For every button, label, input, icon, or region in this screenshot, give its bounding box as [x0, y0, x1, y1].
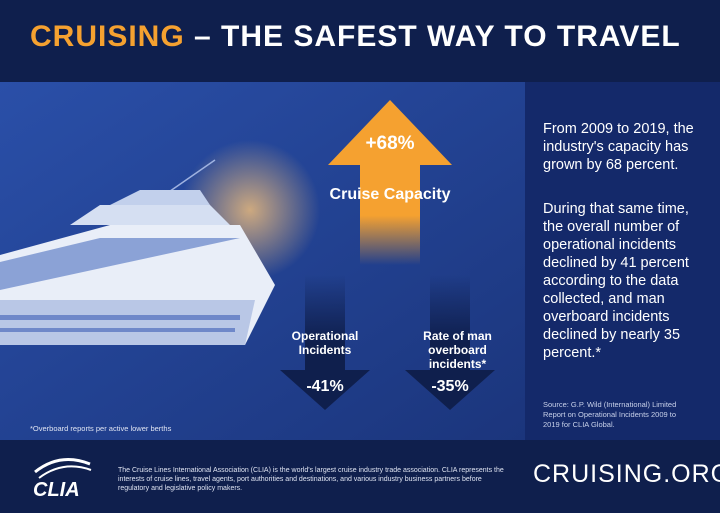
- title: CRUISING – THE SAFEST WAY TO TRAVEL: [30, 20, 681, 54]
- logo: CLIA: [33, 458, 92, 501]
- operational-value: -41%: [306, 378, 344, 395]
- ship: [0, 159, 275, 345]
- website: CRUISING.ORG: [533, 460, 720, 488]
- arrow-down-left: [280, 275, 370, 410]
- capacity-label: Cruise Capacity: [329, 186, 451, 203]
- side-background: [525, 82, 720, 440]
- capacity-value: +68%: [365, 133, 415, 154]
- arrow-up: [328, 100, 452, 265]
- overboard-value: -35%: [431, 378, 469, 395]
- paragraph: From 2009 to 2019, the industry's capaci…: [543, 121, 694, 173]
- title-highlight: CRUISING: [30, 20, 185, 53]
- source: Source: G.P. Wild (International) Limite…: [543, 400, 677, 429]
- overboard-label: Rate of man overboard incidents*: [423, 329, 492, 371]
- operational-label: Operational Incidents: [291, 329, 359, 357]
- title-rest: – THE SAFEST WAY TO TRAVEL: [184, 20, 681, 53]
- paragraph: During that same time, the overall numbe…: [543, 201, 689, 361]
- logo-text: CLIA: [33, 479, 80, 501]
- footnote: *Overboard reports per active lower bert…: [30, 424, 172, 433]
- arrow-down-right: [405, 275, 495, 410]
- footer-text: The Cruise Lines International Associati…: [118, 467, 504, 492]
- main-panel: [0, 82, 720, 440]
